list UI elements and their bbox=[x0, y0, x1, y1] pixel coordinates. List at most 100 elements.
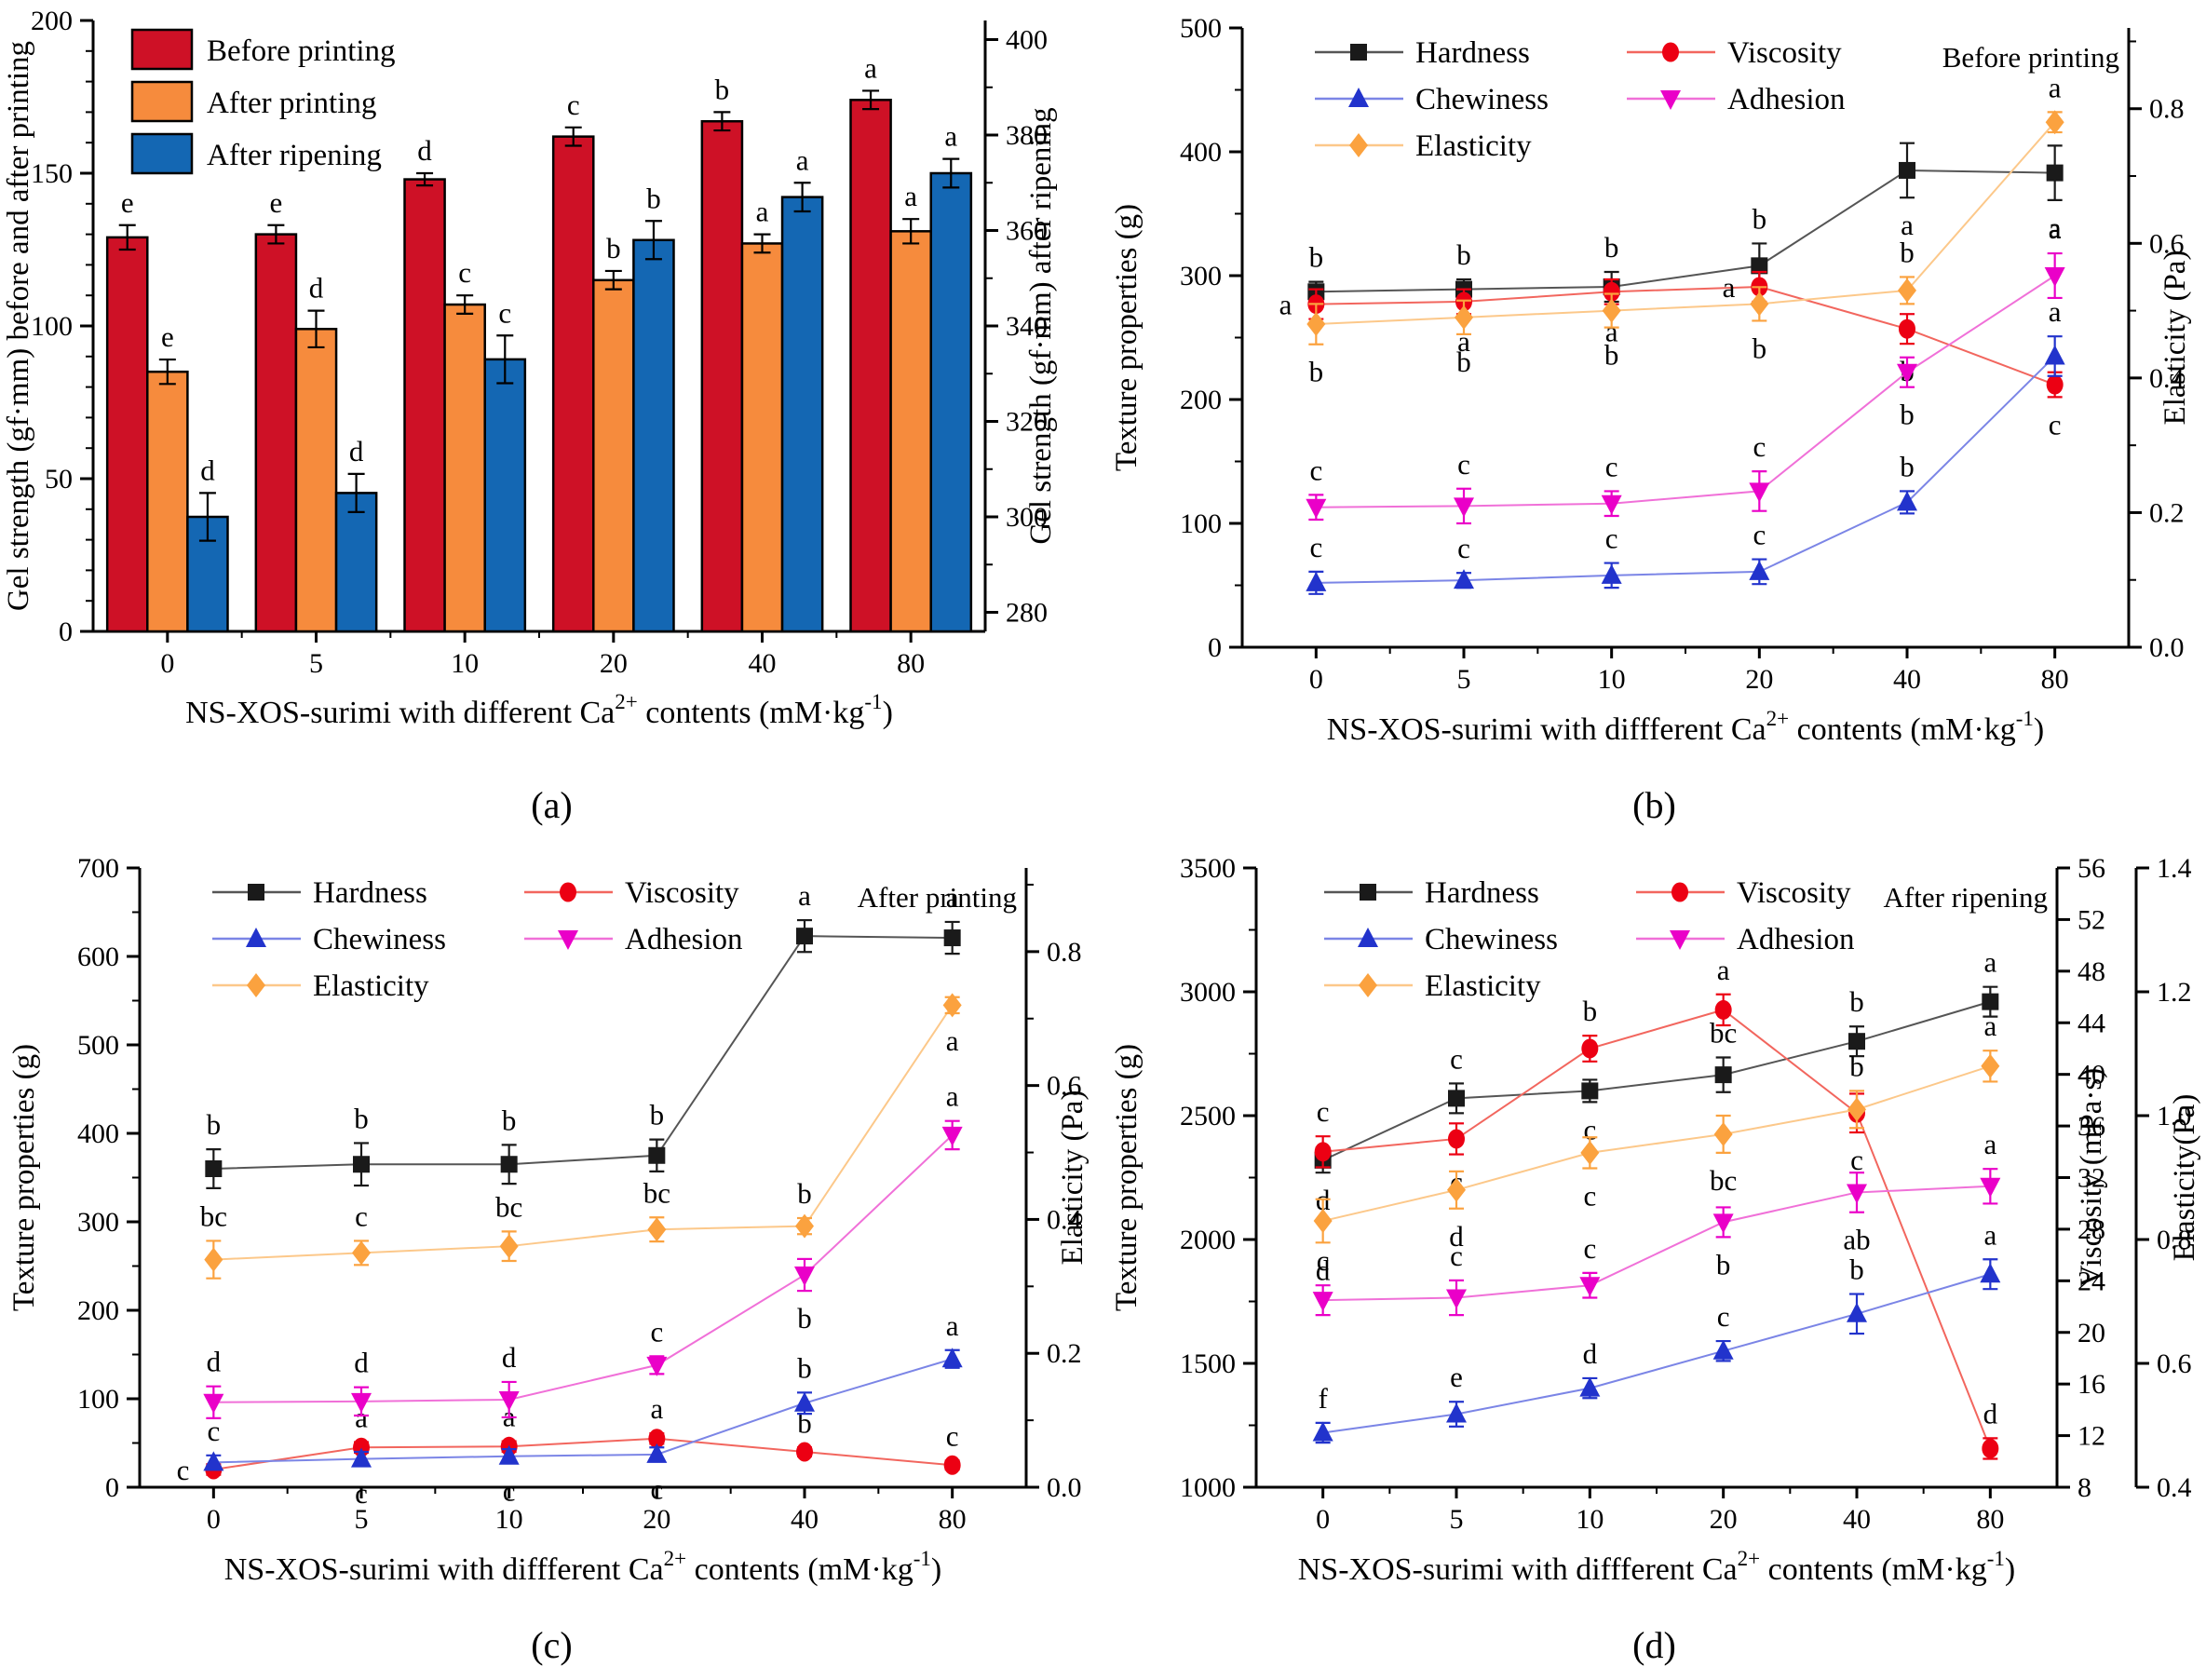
bar bbox=[929, 171, 973, 633]
panel-tag: Before printing bbox=[1942, 41, 2119, 74]
data-point bbox=[1602, 298, 1621, 323]
legend-marker bbox=[247, 973, 265, 997]
tick-label: 400 bbox=[1180, 137, 1222, 168]
data-point bbox=[943, 929, 961, 947]
sig-letter: b bbox=[1849, 985, 1864, 1018]
data-point bbox=[1898, 278, 1916, 303]
x-tick-label: 20 bbox=[643, 1504, 670, 1535]
legend-label: Viscosity bbox=[1727, 36, 1842, 70]
data-point bbox=[1899, 161, 1915, 179]
legend-label: Chewiness bbox=[313, 923, 446, 956]
sig-letter: bc bbox=[1710, 1164, 1737, 1197]
series-line bbox=[1316, 169, 2055, 293]
y-axis-title: Elasticity (Pa) bbox=[2159, 251, 2192, 426]
legend-marker bbox=[560, 882, 576, 902]
legend-marker bbox=[246, 928, 266, 947]
sig-letter: c bbox=[1309, 454, 1322, 486]
tick-label: 0 bbox=[1208, 632, 1222, 663]
data-point bbox=[1982, 1438, 1999, 1458]
tick-label: 340 bbox=[1006, 311, 1048, 342]
data-point bbox=[498, 1390, 520, 1411]
data-point bbox=[1897, 491, 1917, 511]
legend-label: Elasticity bbox=[313, 969, 429, 1003]
bar bbox=[780, 196, 824, 633]
bar bbox=[403, 178, 446, 633]
tick-label: 0.6 bbox=[2157, 1348, 2192, 1379]
tick-label: 16 bbox=[2077, 1369, 2105, 1400]
tick-label: 2000 bbox=[1180, 1225, 1236, 1255]
sig-letter: bc bbox=[495, 1190, 522, 1223]
data-point bbox=[1313, 1209, 1333, 1234]
bar bbox=[889, 230, 932, 633]
x-tick-label: 0 bbox=[207, 1504, 221, 1535]
sig-letter: c bbox=[1309, 531, 1322, 563]
legend: Hardness Viscosity Chewiness Adhesion Elasti… bbox=[1315, 36, 1846, 163]
legend-marker bbox=[1360, 884, 1376, 901]
legend-marker bbox=[1662, 42, 1679, 62]
tick-label: 1000 bbox=[1180, 1472, 1236, 1503]
sig-letter: e bbox=[270, 186, 283, 219]
data-point bbox=[203, 1393, 224, 1414]
series-line bbox=[1316, 121, 2056, 326]
tick-label: 0.0 bbox=[1047, 1472, 1082, 1503]
sig-letter: a bbox=[796, 143, 809, 176]
sig-letter: c bbox=[1457, 448, 1470, 481]
sig-letter: b bbox=[354, 1102, 369, 1134]
sig-letter: c bbox=[1753, 430, 1766, 463]
x-tick-label: 5 bbox=[1450, 1504, 1464, 1535]
panel-c-caption: (c) bbox=[531, 1624, 573, 1666]
data-point bbox=[648, 1429, 666, 1449]
tick-label: 0.4 bbox=[2157, 1472, 2192, 1503]
legend: Hardness Viscosity Chewiness Adhesion Elasti… bbox=[212, 876, 743, 1003]
y-axis-title: Texture properties (g) bbox=[1110, 1044, 1144, 1311]
tick-label: 40 bbox=[2077, 1060, 2105, 1091]
data-point bbox=[1580, 1140, 1600, 1165]
data-point bbox=[1751, 257, 1768, 275]
panel-a-caption: (a) bbox=[531, 784, 573, 826]
legend-marker bbox=[1349, 133, 1368, 157]
sig-letter: c bbox=[355, 1199, 368, 1232]
legend-label: Elasticity bbox=[1415, 129, 1532, 163]
x-tick-label: 40 bbox=[1893, 664, 1921, 695]
data-point bbox=[1980, 1177, 2001, 1198]
data-point bbox=[353, 1156, 370, 1173]
tick-label: 0.8 bbox=[2157, 1225, 2192, 1255]
legend-label: Chewiness bbox=[1415, 83, 1549, 116]
data-point bbox=[1454, 497, 1474, 518]
legend-marker bbox=[558, 930, 578, 950]
sig-letter: b bbox=[1456, 345, 1471, 378]
tick-label: 150 bbox=[31, 158, 73, 189]
data-point bbox=[1848, 1033, 1865, 1050]
series-elasticity: b b b bba bbox=[1306, 71, 2064, 388]
series-line bbox=[1322, 1009, 1992, 1449]
data-point bbox=[1981, 1053, 2000, 1078]
sig-letter: c bbox=[355, 1477, 368, 1510]
sig-letter: a bbox=[1279, 289, 1292, 321]
series-line bbox=[1316, 355, 2056, 584]
sig-letter: a bbox=[2049, 295, 2062, 328]
sig-letter: c bbox=[503, 1474, 516, 1507]
sig-letter: d bbox=[354, 1347, 369, 1379]
tick-label: 48 bbox=[2077, 956, 2105, 987]
sig-letter: c bbox=[2049, 408, 2062, 440]
legend-label: Adhesion bbox=[1727, 83, 1846, 116]
sig-letter: c bbox=[1605, 450, 1618, 482]
x-tick-label: 40 bbox=[791, 1504, 819, 1535]
bar bbox=[483, 358, 527, 633]
sig-letter: b bbox=[650, 1099, 665, 1131]
x-tick-label: 0 bbox=[1316, 1504, 1330, 1535]
legend-label: Hardness bbox=[1415, 36, 1530, 70]
bar bbox=[334, 492, 378, 633]
data-point bbox=[352, 1240, 371, 1266]
sig-letter: d bbox=[1983, 1397, 1998, 1429]
data-point bbox=[941, 1126, 963, 1146]
sig-letter: c bbox=[1457, 532, 1470, 564]
data-point bbox=[351, 1447, 372, 1468]
x-tick-label: 40 bbox=[749, 648, 777, 679]
sig-letter: e bbox=[121, 186, 134, 219]
x-tick-label: 10 bbox=[495, 1504, 523, 1535]
tick-label: 600 bbox=[77, 942, 119, 972]
data-point bbox=[351, 1392, 372, 1413]
